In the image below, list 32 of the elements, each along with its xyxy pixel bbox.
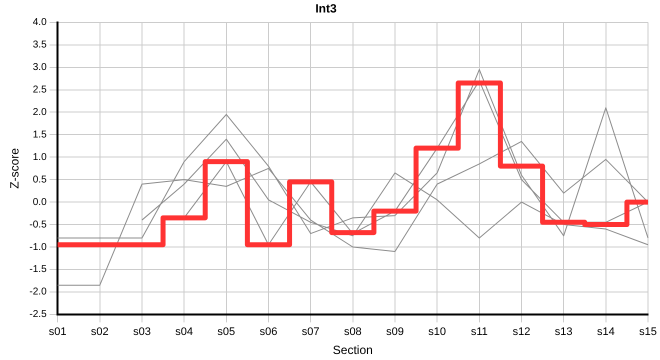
y-tick-label: -2.0 [29,286,48,298]
x-tick-label: s04 [175,326,194,338]
x-tick-label: s05 [217,326,236,338]
y-tick-label: 2.0 [32,106,48,118]
x-tick-label: s15 [639,326,657,338]
chart-title: Int3 [315,2,337,16]
y-tick-label: -2.5 [29,309,48,320]
x-tick-label: s11 [470,326,488,338]
x-tick-label: s08 [344,326,362,338]
x-tick-label: s03 [133,326,151,338]
y-axis-title: Z-score [8,148,22,189]
y-tick-label: -1.5 [29,264,48,276]
x-tick-label: s02 [90,326,109,338]
y-tick-label: 0.5 [32,174,48,186]
y-tick-label: -0.5 [29,219,48,230]
x-tick-label: s10 [428,326,446,338]
y-tick-label: 3.5 [32,40,48,51]
y-tick-label: 1.5 [32,129,48,140]
x-tick-label: s12 [512,326,530,338]
y-tick-label: -1.0 [29,242,48,253]
x-tick-label: s13 [554,326,573,338]
x-tick-label: s09 [386,326,404,338]
y-tick-label: 4.0 [32,17,48,28]
x-tick-label: s01 [48,326,67,338]
y-tick-label: 0.0 [32,196,48,208]
y-tick-label: 2.5 [32,84,48,96]
x-tick-label: s14 [596,326,615,338]
x-tick-label: s06 [260,326,278,338]
y-tick-label: 3.0 [32,62,48,74]
x-axis-title: Section [332,343,373,358]
y-tick-label: 1.0 [32,152,48,163]
x-tick-label: s07 [302,326,320,338]
